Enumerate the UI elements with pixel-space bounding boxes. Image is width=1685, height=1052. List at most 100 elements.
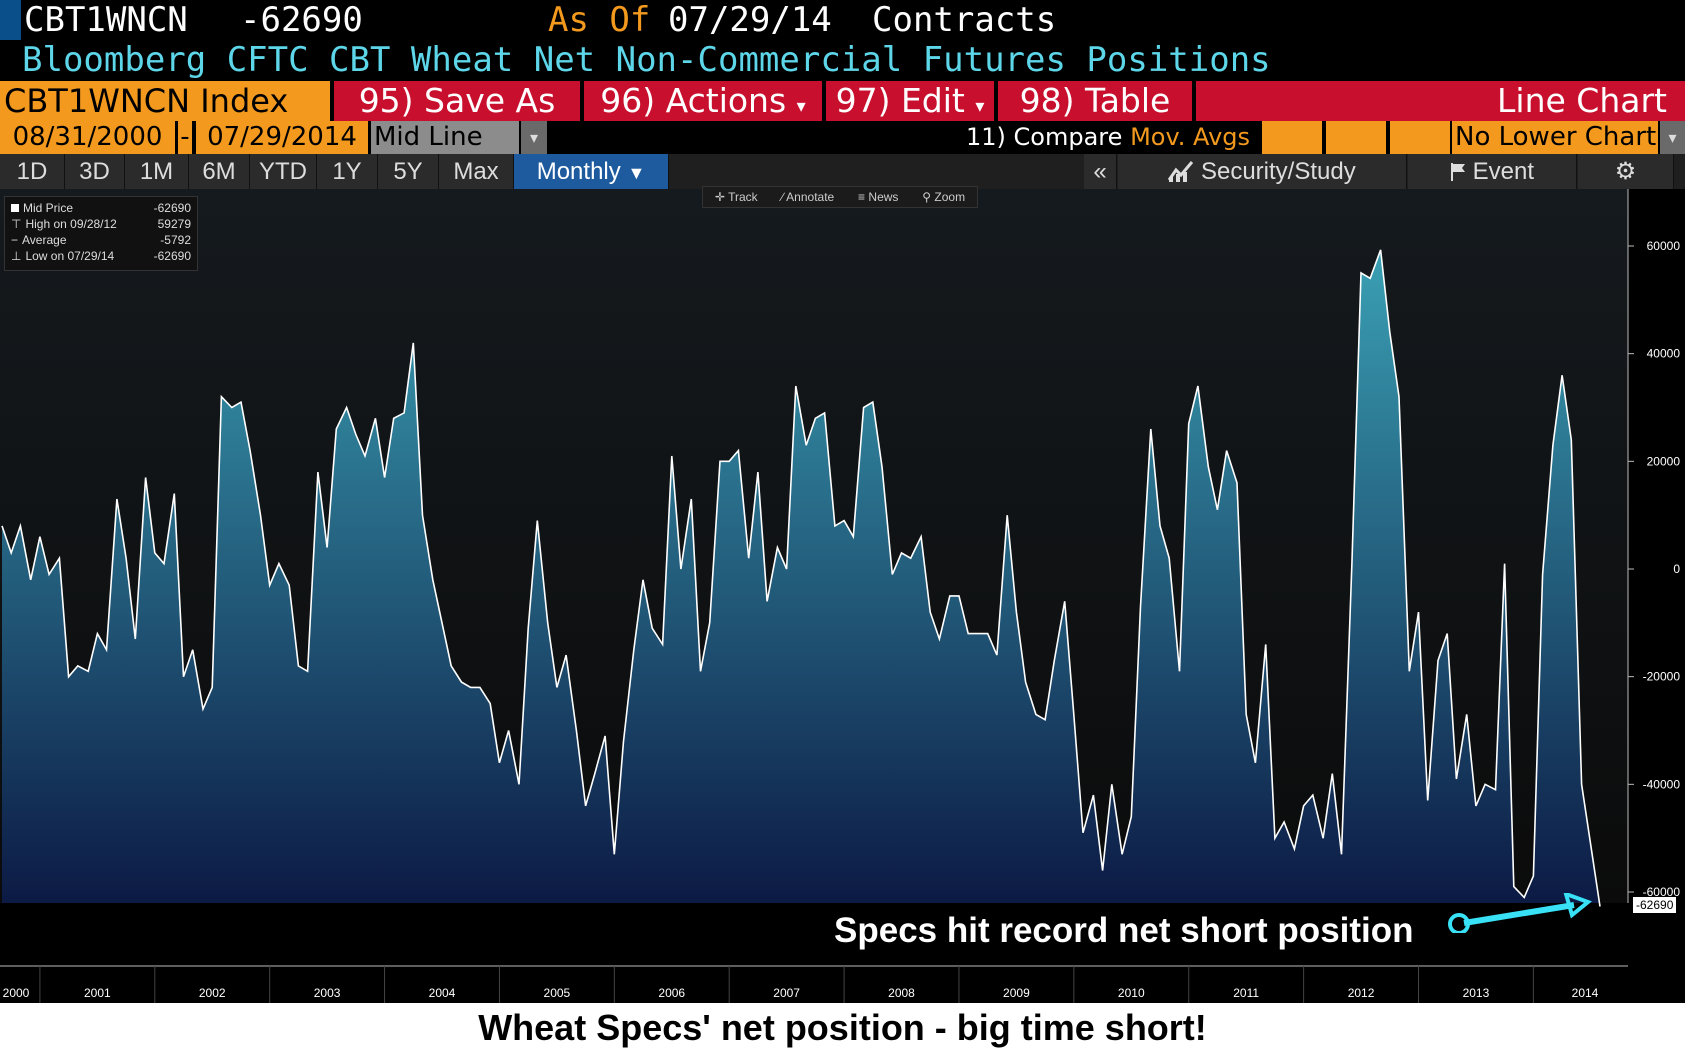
chart-caption: Wheat Specs' net position - big time sho… <box>0 1003 1685 1052</box>
settings-button[interactable]: ⚙ <box>1578 154 1674 189</box>
y-axis: 60000 40000 20000 0 -20000 -40000 -60000 <box>1627 189 1681 903</box>
x-tick-label: 2010 <box>1118 986 1145 1000</box>
magnifier-icon: ⚲ <box>922 190 932 204</box>
flag-icon <box>1450 163 1465 181</box>
y-tick-label: 60000 <box>1647 239 1681 253</box>
collapse-button[interactable]: « <box>1084 154 1117 189</box>
x-tick-label: 2002 <box>199 986 226 1000</box>
x-tick-label: 2011 <box>1233 986 1259 1000</box>
y-tick-label: -20000 <box>1643 670 1681 684</box>
high-marker-icon: ⊤ <box>11 217 22 231</box>
actions-label: 96) Actions <box>600 81 787 120</box>
security-field[interactable]: CBT1WNCN Index <box>0 81 330 121</box>
x-tick-label: 2009 <box>1003 986 1030 1000</box>
security-study-label: Security/Study <box>1200 158 1356 185</box>
lower-chart-select[interactable]: No Lower Chart <box>1452 121 1658 154</box>
legend-swatch <box>11 204 19 212</box>
annotation-arrow <box>1448 893 1593 933</box>
chart-tools: ✛ Track ∕ Annotate ≡ News ⚲ Zoom <box>702 186 978 208</box>
period-ytd[interactable]: YTD <box>250 154 317 189</box>
x-tick-label: 2014 <box>1572 986 1599 1000</box>
gear-icon: ⚙ <box>1614 158 1637 185</box>
low-marker-icon: ⊥ <box>11 249 22 263</box>
units-label: Contracts <box>872 0 1057 40</box>
x-tick-label: 2001 <box>84 986 111 1000</box>
x-tick-label: 2013 <box>1463 986 1490 1000</box>
edit-label: 97) Edit <box>835 81 965 120</box>
toolbar-row: CBT1WNCN Index 95) Save As 96) Actions ▾… <box>0 81 1685 121</box>
event-button[interactable]: Event <box>1408 154 1577 189</box>
price-field-select[interactable]: Mid Line <box>371 121 519 154</box>
zoom-tool[interactable]: ⚲ Zoom <box>922 190 966 204</box>
frequency-dropdown-icon: ▼ <box>627 163 646 183</box>
compare-label[interactable]: Compare <box>1013 123 1123 151</box>
period-5y[interactable]: 5Y <box>378 154 439 189</box>
crosshair-icon: ✛ <box>714 190 725 204</box>
mov-avgs-label[interactable]: Mov. Avgs <box>1130 123 1251 151</box>
legend-row: ⊤ High on 09/28/12 59279 <box>11 217 191 231</box>
x-tick-label: 2003 <box>314 986 341 1000</box>
x-tick-label: 2012 <box>1348 986 1375 1000</box>
x-tick-label: 2008 <box>888 986 915 1000</box>
area-layer <box>1 249 1601 907</box>
price-field-dropdown-icon[interactable]: ▾ <box>521 121 547 154</box>
actions-button[interactable]: 96) Actions ▾ <box>584 81 822 121</box>
chart-type-label[interactable]: Line Chart <box>1196 81 1685 121</box>
legend-row: ⊥ Low on 07/29/14 -62690 <box>11 249 191 263</box>
compare-slot-2[interactable] <box>1326 121 1386 154</box>
frequency-select[interactable]: Monthly ▼ <box>514 154 669 189</box>
compare-slot-1[interactable] <box>1262 121 1322 154</box>
x-tick-label: 2005 <box>544 986 571 1000</box>
edit-dropdown-icon: ▾ <box>975 96 985 117</box>
period-1y[interactable]: 1Y <box>317 154 378 189</box>
as-of-label: As Of <box>548 0 651 40</box>
y-tick-label: 0 <box>1673 562 1680 576</box>
description-row: Bloomberg CFTC CBT Wheat Net Non-Commerc… <box>0 40 1685 80</box>
security-study-button[interactable]: Security/Study <box>1118 154 1407 189</box>
period-1d[interactable]: 1D <box>0 154 65 189</box>
average-marker-icon: − <box>11 233 19 247</box>
news-icon: ≡ <box>858 190 866 204</box>
edit-button[interactable]: 97) Edit ▾ <box>826 81 994 121</box>
news-tool[interactable]: ≡ News <box>858 190 899 204</box>
x-tick-label: 2004 <box>429 986 456 1000</box>
period-max[interactable]: Max <box>439 154 514 189</box>
y-tick-label: -60000 <box>1643 885 1681 899</box>
last-value-tag: -62690 <box>1633 897 1677 913</box>
last-value: -62690 <box>240 0 363 40</box>
date-separator: - <box>178 121 192 154</box>
y-tick-label: 20000 <box>1647 454 1681 468</box>
compare-number: 11) <box>966 123 1006 151</box>
period-1m[interactable]: 1M <box>125 154 189 189</box>
legend-row: Mid Price -62690 <box>11 201 191 217</box>
x-tick-label: 2007 <box>773 986 800 1000</box>
legend-row: − Average -5792 <box>11 233 191 247</box>
date-range-row: 08/31/2000 - 07/29/2014 Mid Line ▾ 11) C… <box>0 121 1685 154</box>
y-tick-label: 40000 <box>1647 347 1681 361</box>
end-date-field[interactable]: 07/29/2014 <box>196 121 368 154</box>
ticker-symbol: CBT1WNCN <box>24 0 188 40</box>
security-description: Bloomberg CFTC CBT Wheat Net Non-Commerc… <box>22 40 1271 80</box>
save-as-button[interactable]: 95) Save As <box>334 81 580 121</box>
period-6m[interactable]: 6M <box>189 154 250 189</box>
compare-slot-3[interactable] <box>1390 121 1450 154</box>
chart-area[interactable]: 60000 40000 20000 0 -20000 -40000 -60000 2000 2… <box>0 186 1685 1003</box>
track-tool[interactable]: ✛ Track <box>714 190 758 204</box>
start-date-field[interactable]: 08/31/2000 <box>0 121 175 154</box>
x-tick-label: 2006 <box>658 986 685 1000</box>
chart-study-icon <box>1168 161 1194 182</box>
pencil-icon: ∕ <box>781 190 784 204</box>
annotate-tool[interactable]: ∕ Annotate <box>781 190 835 204</box>
actions-dropdown-icon: ▾ <box>796 96 806 117</box>
table-button[interactable]: 98) Table <box>998 81 1192 121</box>
as-of-date: 07/29/14 <box>668 0 832 40</box>
series-line-mid-price <box>1 249 1601 907</box>
period-row: 1D 3D 1M 6M YTD 1Y 5Y Max Monthly ▼ « Se… <box>0 154 1685 189</box>
chart-annotation: Specs hit record net short position <box>834 911 1414 950</box>
lower-chart-dropdown-icon[interactable]: ▾ <box>1660 121 1685 154</box>
chart-legend: Mid Price -62690 ⊤ High on 09/28/12 59279… <box>4 196 198 271</box>
area-fill <box>2 249 1600 907</box>
period-3d[interactable]: 3D <box>65 154 125 189</box>
header-marker <box>0 0 21 40</box>
